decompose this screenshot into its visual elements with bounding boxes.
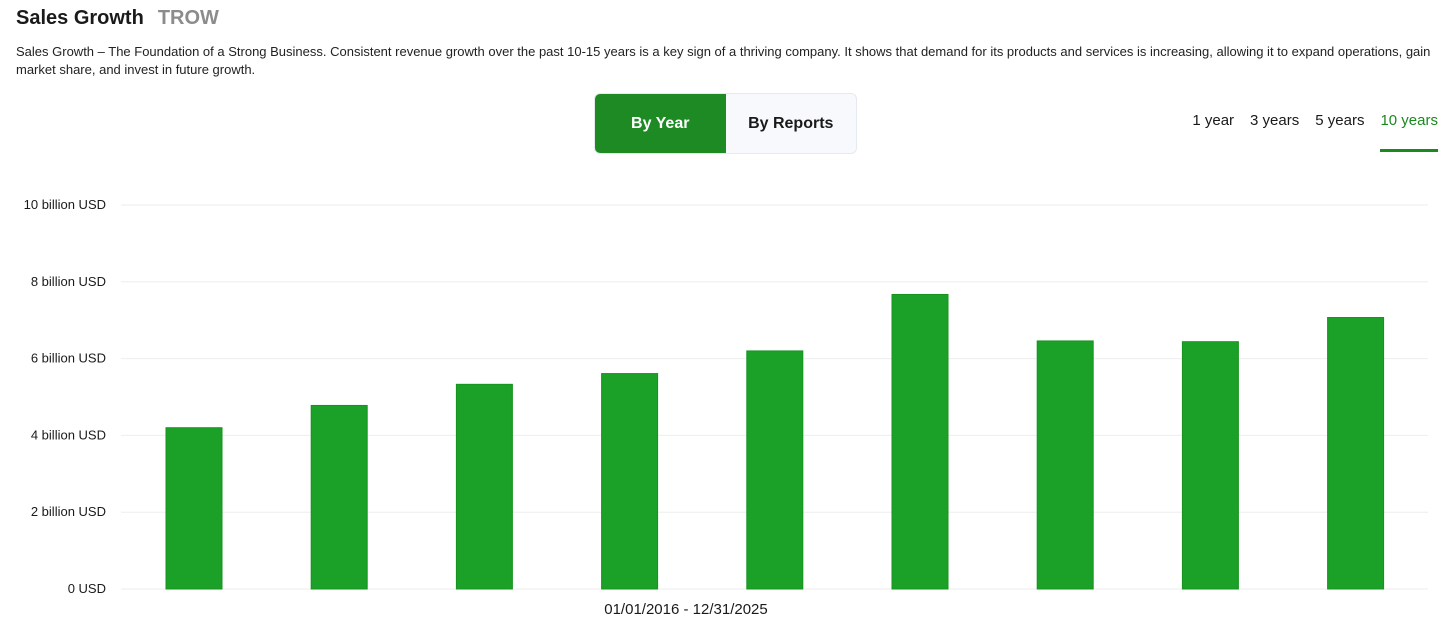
section-title: Sales Growth bbox=[16, 7, 144, 29]
header: Sales Growth TROW bbox=[16, 7, 219, 30]
bar-7[interactable] bbox=[1036, 340, 1094, 590]
section-description: Sales Growth – The Foundation of a Stron… bbox=[16, 44, 1431, 77]
bar-5[interactable] bbox=[746, 350, 804, 590]
y-tick-label: 4 billion USD bbox=[31, 427, 106, 442]
bar-4[interactable] bbox=[601, 373, 659, 590]
tab-10-years[interactable]: 10 years bbox=[1380, 112, 1438, 152]
y-tick-label: 2 billion USD bbox=[31, 504, 106, 519]
y-axis: 0 USD 2 billion USD 4 billion USD 6 billion… bbox=[24, 197, 106, 596]
period-tabs: 1 year 3 years 5 years 10 years bbox=[1192, 112, 1438, 152]
by-year-button[interactable]: By Year bbox=[595, 94, 726, 153]
view-toggle: By Year By Reports bbox=[594, 93, 857, 154]
y-tick-label: 10 billion USD bbox=[24, 197, 106, 212]
tab-5-years[interactable]: 5 years bbox=[1315, 112, 1365, 129]
tab-1-year[interactable]: 1 year bbox=[1192, 112, 1235, 129]
y-tick-label: 6 billion USD bbox=[31, 351, 106, 366]
by-reports-button[interactable]: By Reports bbox=[748, 114, 834, 132]
tab-3-years[interactable]: 3 years bbox=[1250, 112, 1300, 129]
bar-8[interactable] bbox=[1181, 341, 1239, 590]
y-tick-label: 8 billion USD bbox=[31, 274, 106, 289]
ticker-symbol: TROW bbox=[157, 7, 219, 29]
bar-1[interactable] bbox=[165, 427, 223, 590]
bar-6[interactable] bbox=[891, 293, 949, 590]
x-axis-label: 01/01/2016 - 12/31/2025 bbox=[604, 601, 767, 618]
y-tick-label: 0 USD bbox=[68, 581, 106, 596]
bar-3[interactable] bbox=[455, 383, 513, 590]
bar-2[interactable] bbox=[310, 404, 368, 590]
chart-bars bbox=[165, 293, 1385, 590]
bar-9[interactable] bbox=[1327, 317, 1385, 590]
